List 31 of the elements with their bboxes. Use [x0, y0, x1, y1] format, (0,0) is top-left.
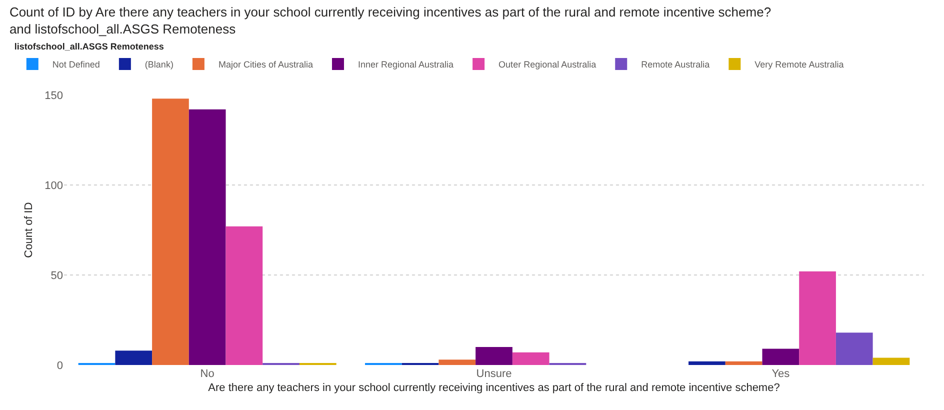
bar	[872, 358, 910, 365]
legend-label: Major Cities of Australia	[218, 60, 313, 70]
bar	[115, 350, 152, 365]
x-tick-label: Unsure	[476, 368, 512, 380]
y-tick-label: 150	[44, 90, 63, 102]
bar	[438, 360, 476, 365]
y-tick-label: 100	[44, 180, 63, 192]
y-tick-label: 50	[50, 270, 63, 282]
legend-label: (Blank)	[144, 60, 174, 70]
bar	[688, 361, 726, 365]
bar	[799, 271, 836, 365]
y-axis-title: Count of ID	[23, 202, 35, 258]
legend-title: listofschool_all.ASGS Remoteness	[14, 42, 164, 52]
bar	[725, 361, 762, 365]
chart-title: Count of ID by Are there any teachers in your school currently receiving incentives as part of the rural and remote incentive scheme? and listofschool_all.ASGS Remoteness	[9, 4, 772, 36]
legend-label: Inner Regional Australia	[358, 60, 454, 70]
legend-label: Outer Regional Australia	[498, 60, 596, 70]
bar	[512, 352, 550, 365]
legend-label: Very Remote Australia	[754, 60, 844, 70]
x-tick-label: Yes	[772, 368, 790, 380]
bar	[152, 98, 189, 365]
legend-label: Not Defined	[52, 60, 100, 70]
bar	[762, 348, 800, 365]
bar	[188, 109, 226, 365]
bar	[226, 226, 263, 365]
legend-label: Remote Australia	[641, 60, 710, 70]
bar	[476, 347, 512, 365]
y-tick-label: 0	[56, 360, 63, 372]
x-tick-label: No	[200, 368, 214, 380]
bar	[836, 332, 873, 365]
x-axis-title: Are there any teachers in your school currently receiving incentives as part of the rural and remote incentive scheme?	[208, 382, 780, 394]
